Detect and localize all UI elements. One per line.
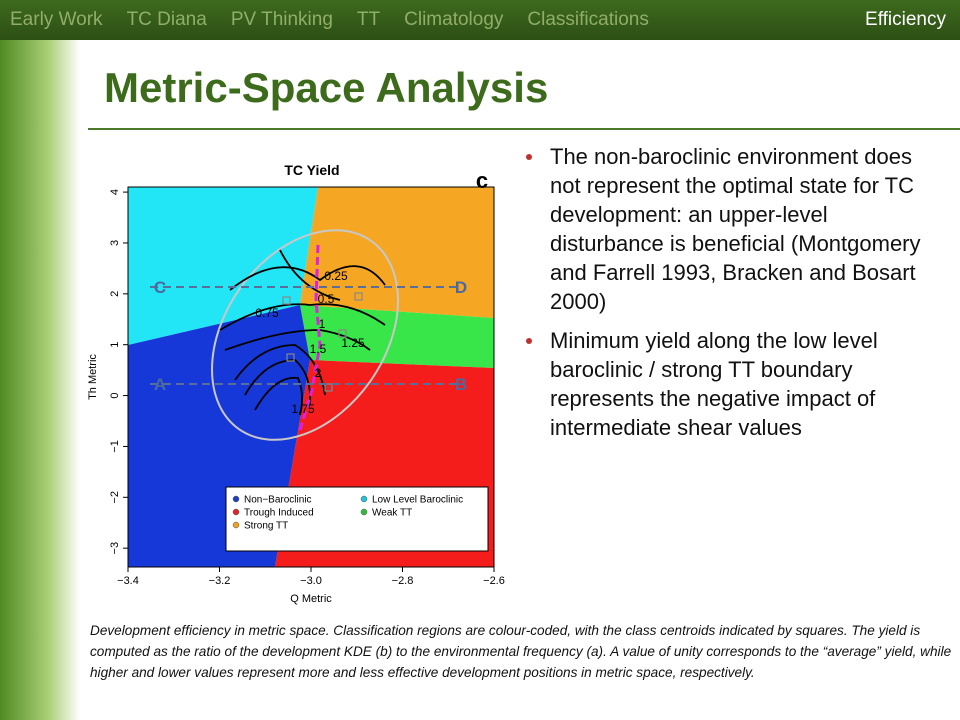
legend-swatch [232,521,240,529]
centroids [282,292,363,392]
contour-label: 1.5 [310,342,327,356]
contour-label: 2 [315,366,322,380]
x-tick-label: −3.0 [300,575,322,587]
y-axis-label: Th Metric [87,354,99,400]
bullet: Minimum yield along the low level barocl… [520,326,930,442]
region [300,187,494,318]
chart-title: TC Yield [284,162,339,178]
y-tick-label: 1 [109,342,121,348]
side-strip [0,40,80,720]
contour-label: 1.75 [291,402,315,416]
nav-item: PV Thinking [230,9,333,30]
x-axis-label: Q Metric [290,593,332,605]
slide-title: Metric-Space Analysis [104,64,549,111]
caption: Development efficiency in metric space. … [90,623,952,680]
x-tick-label: −2.8 [392,575,414,587]
legend-swatch [360,508,368,516]
nav-item: Efficiency [865,9,946,30]
point-label: D [455,278,467,297]
boundary [298,244,322,431]
y-tick-label: −3 [109,542,121,555]
y-tick-label: 4 [109,189,121,195]
nav-bar: Early Work TC Diana PV Thinking TT Climatolo… [0,0,960,40]
legend-swatch [360,495,368,503]
legend-label: Strong TT [244,521,288,532]
x-tick-label: −3.4 [117,575,139,587]
region [300,305,494,368]
contour-label: 0.75 [255,306,279,320]
point-label: A [154,375,166,394]
region [128,187,318,345]
legend-swatch [232,508,240,516]
nav-item: Early Work [10,9,103,30]
legend-label: Weak TT [372,508,412,519]
x-tick-label: −3.2 [209,575,231,587]
y-tick-label: −1 [109,440,121,453]
nav-item: Classifications [527,9,649,30]
chart: −3.4 −3.2 −3.0 −2.8 −2.6 −3 −2 −1 0 1 2 3 4 TC Yield c… [87,162,505,605]
y-tick-label: −2 [109,491,121,504]
bullet-list: The non-baroclinic environment does not … [520,142,930,452]
legend [225,486,489,552]
legend-label: Non−Baroclinic [244,495,312,506]
nav-item: TT [356,9,381,30]
title-rule [88,128,960,130]
contour [211,229,399,441]
contour-label: 1.25 [341,336,365,350]
nav-item: TC Diana [126,9,207,30]
contour-label: 0.25 [324,269,348,283]
x-tick-label: −2.6 [483,575,505,587]
legend-label: Low Level Baroclinic [372,495,463,506]
y-tick-label: 3 [109,240,121,246]
y-tick-label: 2 [109,291,121,297]
legend-swatch [232,495,240,503]
contour-label: 1 [319,317,326,331]
point-label: C [154,278,166,297]
panel-label: c [476,168,488,193]
y-tick-label: 0 [109,393,121,399]
legend-label: Trough Induced [244,508,314,519]
contours [219,249,386,416]
point-label: B [455,375,467,394]
contour-label: 0.5 [318,292,335,306]
bullet: The non-baroclinic environment does not … [520,142,930,316]
nav-item: Climatology [404,9,504,30]
